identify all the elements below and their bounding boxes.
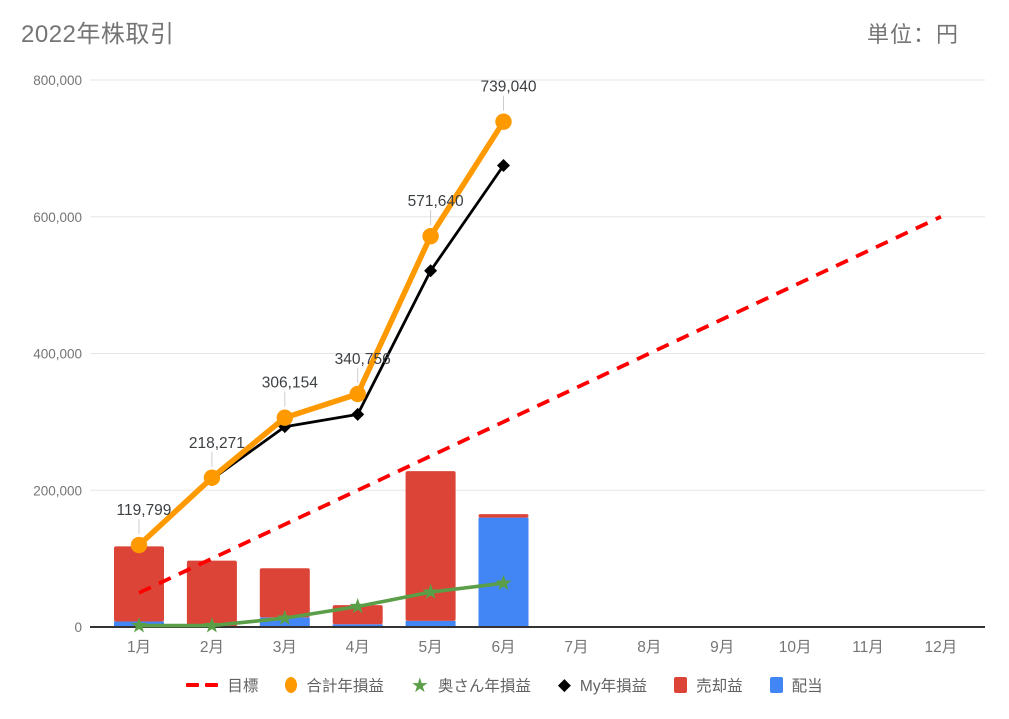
data-label: 218,271 [189,435,245,452]
legend-item-目標[interactable]: 目標 [186,674,258,696]
bar-dividend-5月 [405,620,456,627]
my-marker-diamond [351,407,365,421]
legend-dash-icon [186,682,219,688]
legend-item-配当[interactable]: 配当 [769,674,823,696]
legend-item-label: My年損益 [579,678,648,695]
data-label: 571,640 [408,193,464,210]
x-tick-label-8月: 8月 [637,639,661,656]
total-marker-circle [422,227,439,245]
wife-marker-star [130,617,148,633]
x-tick-label-9月: 9月 [710,639,734,656]
legend-item-label: 売却益 [696,678,743,695]
legend-item-label: 配当 [791,678,823,695]
bar-dividend-3月 [259,617,310,627]
y-tick-label: 800,000 [33,73,82,88]
x-tick-label-3月: 3月 [273,639,297,656]
x-tick-label-2月: 2月 [200,639,224,656]
x-tick-label-1月: 1月 [127,639,151,656]
y-tick-label: 600,000 [33,210,82,225]
data-label: 340,756 [335,351,391,368]
bar-sale-2月 [186,560,237,627]
total-marker-circle [130,536,148,554]
x-tick-label-10月: 10月 [779,639,812,656]
total-marker-circle [276,409,293,426]
legend-item-奥さん年損益[interactable]: ★ 奥さん年損益 [411,674,531,696]
wife-marker-star [276,609,293,625]
legend-circle-icon [285,677,298,693]
legend-square-icon [674,677,688,693]
bar-dividend-6月 [478,517,529,627]
x-tick-label-12月: 12月 [925,639,958,656]
wife-marker-star [349,598,366,614]
chart-title: 2022年株取引 [21,21,175,48]
bar-sale-3月 [259,568,310,618]
legend-item-label: 目標 [227,678,259,695]
my-marker-diamond [424,264,438,278]
wife-marker-star [422,583,439,599]
bar-sale-1月 [114,546,164,622]
legend-item-label: 合計年損益 [306,678,384,695]
wife-line [137,581,506,628]
data-label: 306,154 [262,375,318,392]
x-tick-label-4月: 4月 [346,639,370,656]
legend-item-My年損益[interactable]: ◆ My年損益 [558,674,647,696]
legend-diamond-icon: ◆ [557,675,571,695]
x-tick-label-6月: 6月 [491,639,515,656]
target-line [138,215,942,595]
legend-item-売却益[interactable]: 売却益 [674,674,743,696]
total-marker-circle [495,113,512,130]
total-marker-circle [349,385,366,403]
unit-label: 単位：円 [866,22,959,47]
y-tick-label: 0 [74,620,82,635]
wife-marker-star [203,617,220,633]
data-label: 739,040 [480,79,536,96]
legend-star-icon: ★ [410,673,429,697]
chart-header: 2022年株取引 単位：円 [21,14,959,49]
total-marker-circle [203,469,221,486]
data-label: 119,799 [117,502,172,519]
total-line [136,118,507,548]
y-tick-label: 200,000 [33,483,82,498]
legend-square-icon [769,677,783,693]
chart-legend: 目標 合計年損益 ★ 奥さん年損益 ◆ My年損益 売却益 配当 [0,674,1009,696]
bar-sale-6月 [478,514,529,518]
bar-sale-5月 [405,471,456,621]
y-tick-label: 400,000 [33,347,82,362]
legend-item-label: 奥さん年損益 [437,678,531,695]
x-tick-label-7月: 7月 [564,639,588,656]
bar-dividend-4月 [332,624,383,627]
x-tick-label-5月: 5月 [419,639,443,656]
my-marker-diamond [497,158,510,172]
x-tick-label-11月: 11月 [852,639,884,656]
wife-marker-star [495,574,512,591]
legend-item-合計年損益[interactable]: 合計年損益 [285,674,384,696]
